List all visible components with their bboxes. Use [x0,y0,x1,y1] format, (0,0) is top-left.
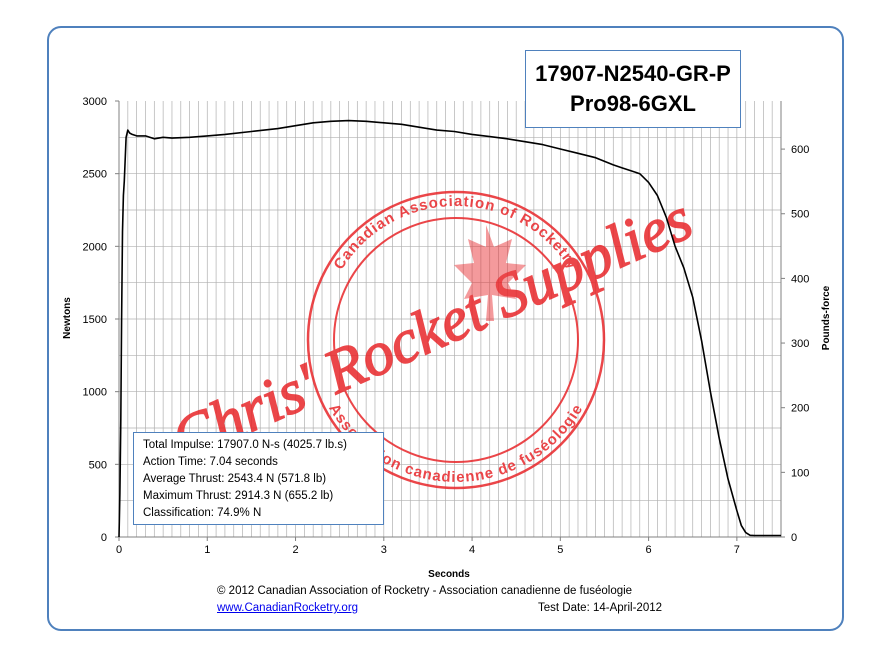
tick-labels: 0 1 2 3 4 5 6 7 0 500 1000 1500 2000 2500 3000 0 100 200 3… [83,96,810,556]
stats-box: Total Impulse: 17907.0 N-s (4025.7 lb.s)… [133,432,384,525]
thrust-curve-line [118,119,781,538]
x-tick-label: 5 [557,544,563,556]
y-tick-label: 2500 [83,169,107,181]
website-link[interactable]: www.CanadianRocketry.org [217,602,359,614]
maximum-thrust: Maximum Thrust: 2914.3 N (655.2 lb) [143,490,334,502]
x-tick-label: 7 [734,544,740,556]
motor-model: Pro98-6GXL [570,91,696,116]
x-tick-label: 3 [381,544,387,556]
action-time: Action Time: 7.04 seconds [143,456,278,468]
y-axis-label: Newtons [62,297,73,339]
x-tick-label: 4 [469,544,475,556]
y2-tick-label: 400 [791,273,809,285]
motor-designation: 17907-N2540-GR-P [535,61,731,86]
x-tick-label: 2 [292,544,298,556]
y2-tick-label: 100 [791,467,809,479]
x-tick-label: 1 [204,544,210,556]
y2-axis-label: Pounds-force [821,285,832,350]
classification: Classification: 74.9% N [143,507,262,519]
y2-tick-label: 500 [791,209,809,221]
motor-designation-box: 17907-N2540-GR-P Pro98-6GXL [525,50,741,128]
y-tick-label: 1500 [83,314,107,326]
total-impulse: Total Impulse: 17907.0 N-s (4025.7 lb.s) [143,439,347,451]
y-tick-label: 500 [89,459,107,471]
y2-tick-label: 600 [791,144,809,156]
x-tick-label: 0 [116,544,122,556]
x-axis-label: Seconds [428,569,470,580]
y-tick-label: 1000 [83,387,107,399]
y-tick-label: 2000 [83,241,107,253]
y2-tick-label: 0 [791,532,797,544]
test-date: Test Date: 14-April-2012 [538,602,663,614]
maple-leaf-icon [454,225,526,321]
watermark-ring-inner [333,217,579,463]
y2-tick-label: 300 [791,338,809,350]
watermark-ring-outer [306,190,606,490]
thrust-curve-group [118,119,781,538]
y-tick-label: 0 [101,532,107,544]
y-tick-label: 3000 [83,96,107,108]
y2-tick-label: 200 [791,403,809,415]
average-thrust: Average Thrust: 2543.4 N (571.8 lb) [143,473,327,485]
axes [115,100,785,541]
x-tick-label: 6 [646,544,652,556]
copyright-text: © 2012 Canadian Association of Rocketry … [217,585,633,597]
